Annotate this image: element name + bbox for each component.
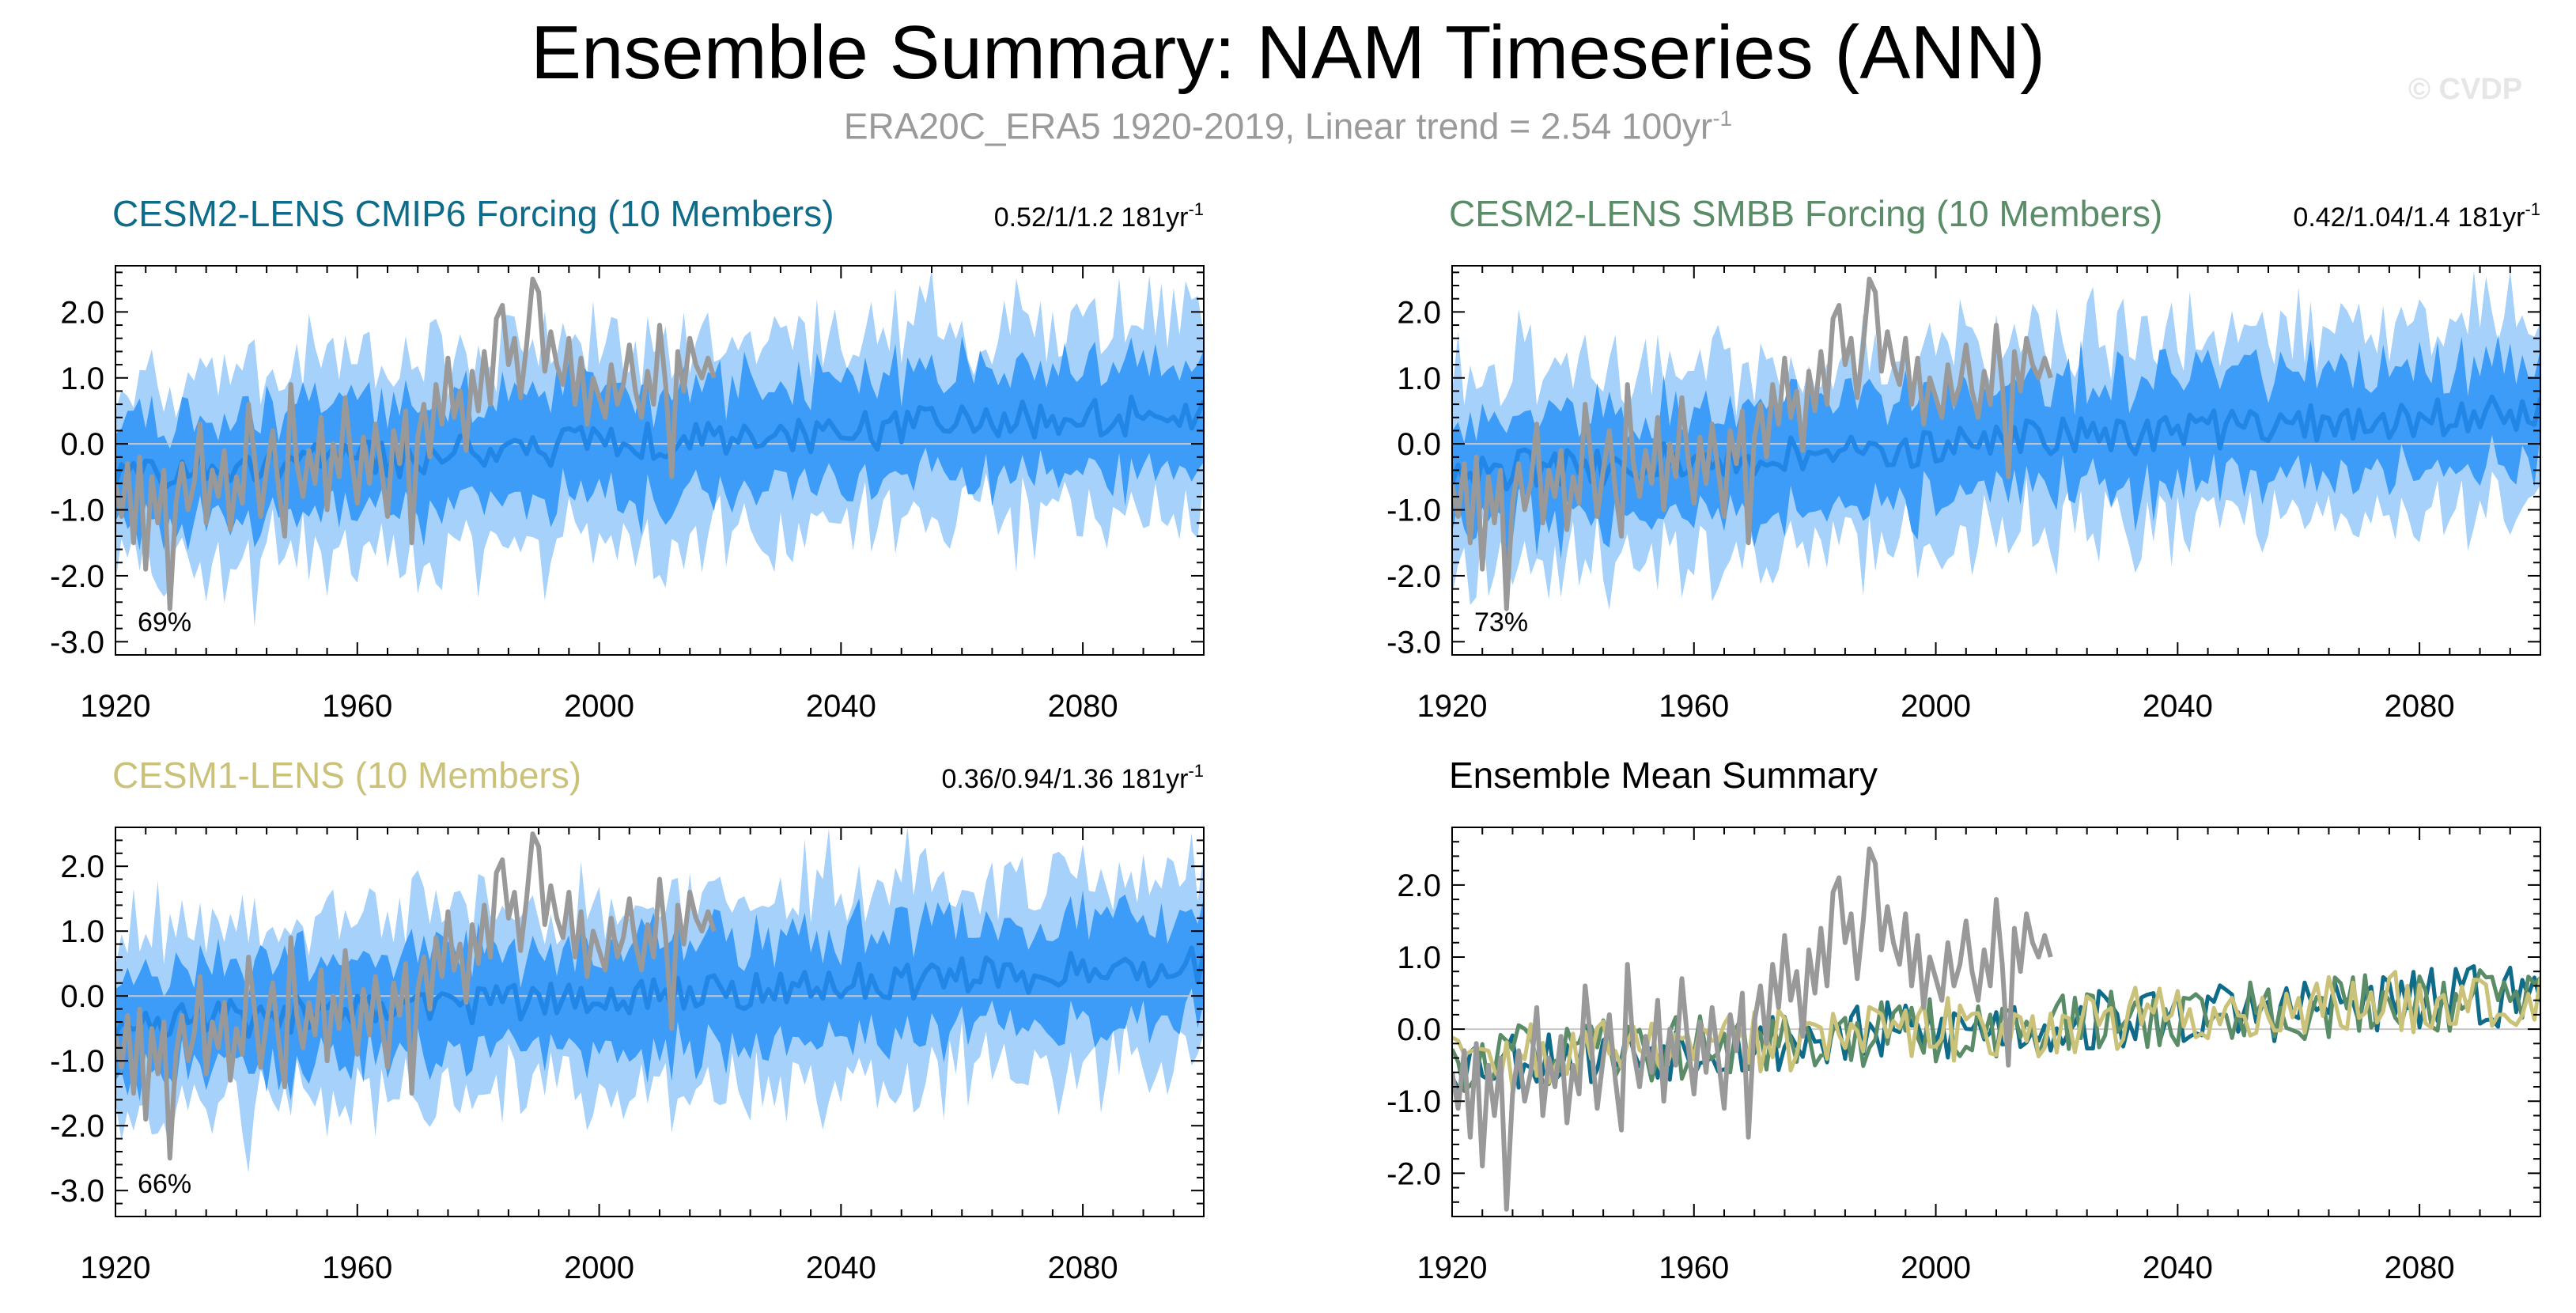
percent-label: 66% (138, 1169, 191, 1199)
trend-superscript: -1 (1188, 199, 1204, 219)
subtitle: ERA20C_ERA5 1920-2019, Linear trend = 2.… (0, 96, 2576, 148)
x-tick-label: 1920 (81, 1251, 151, 1285)
percent-label: 73% (1474, 607, 1528, 638)
panel-title: CESM2-LENS SMBB Forcing (10 Members) (1449, 193, 2162, 234)
x-tick-label: 2080 (1048, 689, 1118, 724)
x-tick-label: 2080 (2385, 1251, 2455, 1285)
panel-title: CESM1-LENS (10 Members) (112, 755, 581, 796)
trend-value: 0.36/0.94/1.36 181yr (942, 764, 1189, 794)
y-tick-label: 1.0 (1397, 940, 1441, 975)
y-tick-label: 1.0 (60, 914, 104, 949)
plot-area (115, 269, 1204, 627)
y-tick-label: -3.0 (50, 625, 104, 660)
observations-line (1452, 276, 2053, 611)
y-tick-label: 0.0 (60, 979, 104, 1014)
y-tick-label: -2.0 (50, 1109, 104, 1144)
y-tick-label: -1.0 (50, 494, 104, 528)
x-tick-label: 2040 (2143, 1251, 2213, 1285)
trend-value: 0.52/1/1.2 181yr (994, 202, 1189, 233)
x-tick-label: 2000 (564, 689, 634, 724)
y-tick-label: 2.0 (1397, 868, 1441, 903)
x-tick-label: 1960 (322, 1251, 392, 1285)
x-tick-label: 2000 (1901, 1251, 1971, 1285)
x-tick-label: 1960 (1659, 689, 1729, 724)
y-tick-label: 1.0 (1397, 361, 1441, 396)
x-tick-label: 2040 (806, 1251, 876, 1285)
x-tick-label: 2000 (1901, 689, 1971, 724)
plot-area (115, 827, 1204, 1173)
plot-area (1452, 270, 2540, 611)
trend-superscript: -1 (2525, 199, 2540, 219)
x-tick-label: 1920 (1417, 1251, 1488, 1285)
y-tick-label: -1.0 (1386, 1084, 1441, 1119)
x-tick-label: 2040 (806, 689, 876, 724)
x-tick-label: 1920 (1417, 689, 1488, 724)
subtitle-text: ERA20C_ERA5 1920-2019, Linear trend = 2.… (843, 105, 1713, 147)
panel-3: 1920 1960 2000 2040 2080 2.0 1.0 0.0 -1.0 -2.0 -3.… (50, 755, 1205, 1285)
y-tick-label: -1.0 (1386, 494, 1441, 528)
y-tick-label: -3.0 (1386, 625, 1441, 660)
x-tick-label: 1920 (81, 689, 151, 724)
main-title: Ensemble Summary: NAM Timeseries (ANN) (530, 10, 2046, 95)
y-tick-label: 0.0 (1397, 1012, 1441, 1047)
plot-area (1452, 846, 2540, 1212)
y-tick-label: 1.0 (60, 361, 104, 396)
trend-superscript: -1 (1188, 761, 1204, 781)
y-tick-label: -2.0 (1386, 1156, 1441, 1191)
y-tick-label: 0.0 (1397, 427, 1441, 462)
x-tick-label: 2000 (564, 1251, 634, 1285)
x-tick-label: 2080 (2385, 689, 2455, 724)
y-tick-label: -1.0 (50, 1044, 104, 1079)
panel-4: 1920 1960 2000 2040 2080 2.0 1.0 0.0 -1.0 -2.0 Ens… (1386, 755, 2541, 1285)
panel-title: CESM2-LENS CMIP6 Forcing (10 Members) (112, 193, 834, 234)
trend-value: 0.42/1.04/1.4 181yr (2293, 202, 2525, 233)
x-tick-label: 2040 (2143, 689, 2213, 724)
y-tick-label: 2.0 (60, 849, 104, 884)
trend-label: 0.52/1/1.2 181yr-1 (994, 199, 1204, 233)
observations-line (1452, 846, 2053, 1212)
x-tick-label: 2080 (1048, 1251, 1118, 1285)
percent-label: 69% (138, 607, 191, 638)
trend-label: 0.36/0.94/1.36 181yr-1 (942, 761, 1204, 794)
y-tick-label: -2.0 (1386, 559, 1441, 594)
y-tick-label: 2.0 (60, 295, 104, 330)
y-tick-label: 0.0 (60, 427, 104, 462)
panel-1: 1920 1960 2000 2040 2080 2.0 1.0 0.0 -1.0 -2.0 -3.… (50, 193, 1205, 724)
observations-line (115, 276, 717, 611)
y-tick-label: 2.0 (1397, 295, 1441, 330)
subtitle-superscript: -1 (1712, 106, 1733, 131)
x-tick-label: 1960 (322, 689, 392, 724)
x-tick-label: 1960 (1659, 1251, 1729, 1285)
y-tick-label: -2.0 (50, 559, 104, 594)
watermark: © CVDP (2408, 73, 2523, 106)
y-tick-label: -3.0 (50, 1174, 104, 1209)
trend-label: 0.42/1.04/1.4 181yr-1 (2293, 199, 2540, 233)
panel-title: Ensemble Mean Summary (1449, 755, 1878, 796)
observations-line (115, 831, 717, 1161)
panel-2: 1920 1960 2000 2040 2080 2.0 1.0 0.0 -1.0 -2.0 -3.… (1386, 193, 2541, 724)
